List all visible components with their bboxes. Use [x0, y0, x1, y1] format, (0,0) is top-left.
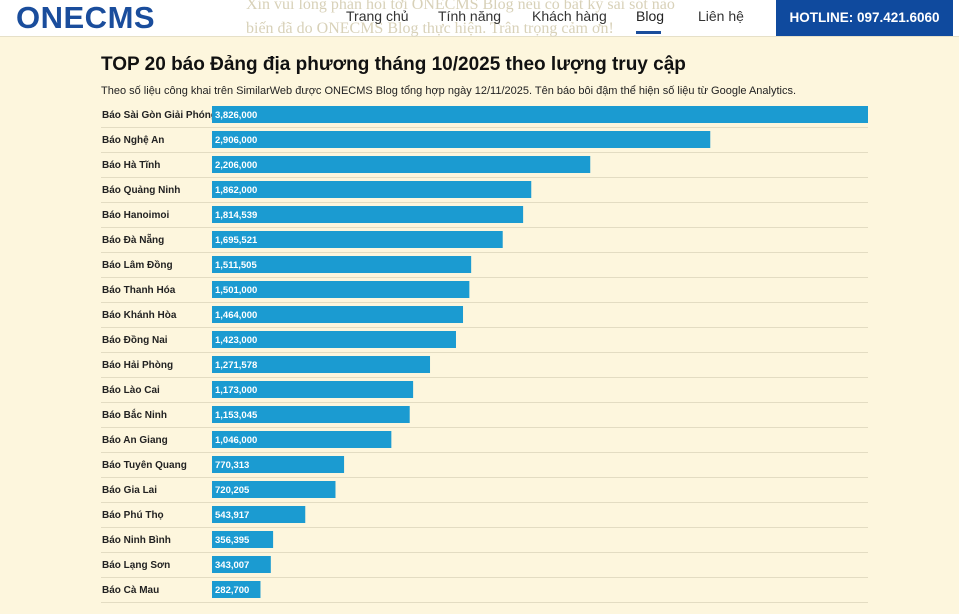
chart-title: TOP 20 báo Đảng địa phương tháng 10/2025… [101, 54, 686, 75]
bar[interactable] [212, 381, 414, 398]
bar[interactable] [212, 406, 410, 423]
value-label: 1,423,000 [215, 335, 257, 346]
category-label: Báo Đồng Nai [102, 334, 168, 346]
category-label: Báo Đà Nẵng [102, 233, 164, 246]
bar[interactable] [212, 331, 456, 348]
bar[interactable] [212, 281, 470, 298]
bar[interactable] [212, 256, 472, 273]
bar[interactable] [212, 456, 345, 473]
value-label: 720,205 [215, 485, 250, 496]
value-label: 282,700 [215, 585, 249, 596]
category-label: Báo An Giang [102, 435, 168, 446]
category-label: Báo Gia Lai [102, 485, 157, 496]
value-label: 1,046,000 [215, 435, 257, 446]
value-label: 343,007 [215, 560, 249, 571]
bar[interactable] [212, 231, 503, 248]
category-label: Báo Sài Gòn Giải Phóng [102, 110, 217, 121]
category-label: Báo Hà Tĩnh [102, 160, 160, 171]
bar[interactable] [212, 506, 306, 523]
value-label: 543,917 [215, 510, 249, 521]
value-label: 1,862,000 [215, 185, 257, 196]
top-navigation-bar: ONECMS Xin vui lòng phản hồi tới ONECMS … [0, 0, 959, 37]
value-label: 1,153,045 [215, 410, 258, 421]
background-article-text-line-2: biến đã do ONECMS Blog thực hiện. Trân t… [246, 20, 614, 37]
bar[interactable] [212, 206, 524, 223]
bar[interactable] [212, 181, 532, 198]
value-label: 3,826,000 [215, 110, 257, 121]
active-nav-indicator [636, 31, 661, 34]
value-label: 1,814,539 [215, 210, 257, 221]
value-label: 2,906,000 [215, 135, 257, 146]
bar[interactable] [212, 431, 392, 448]
category-label: Báo Bắc Ninh [102, 408, 167, 421]
category-label: Báo Quảng Ninh [102, 185, 180, 196]
value-label: 1,271,578 [215, 360, 257, 371]
value-label: 1,173,000 [215, 385, 257, 396]
category-label: Báo Hanoimoi [102, 210, 169, 221]
bar[interactable] [212, 556, 271, 573]
category-label: Báo Lào Cai [102, 385, 160, 396]
category-label: Báo Cà Mau [102, 585, 159, 596]
category-label: Báo Ninh Bình [102, 535, 171, 546]
bar[interactable] [212, 481, 336, 498]
bar[interactable] [212, 531, 274, 548]
nav-item-trang-chu[interactable]: Trang chủ [346, 8, 409, 24]
bar[interactable] [212, 156, 591, 173]
bar[interactable] [212, 356, 431, 373]
bar[interactable] [212, 131, 711, 148]
value-label: 1,511,505 [215, 260, 257, 271]
category-label: Báo Phú Thọ [102, 510, 164, 521]
category-label: Báo Nghệ An [102, 135, 164, 146]
category-label: Báo Lâm Đồng [102, 259, 173, 271]
hotline-button[interactable]: HOTLINE: 097.421.6060 [776, 0, 953, 36]
value-label: 356,395 [215, 535, 250, 546]
value-label: 1,501,000 [215, 285, 257, 296]
nav-item-blog[interactable]: Blog [636, 8, 665, 24]
bar[interactable] [212, 106, 868, 123]
nav-item-lien-he[interactable]: Liên hệ [698, 8, 744, 24]
bar[interactable] [212, 306, 464, 323]
onecms-logo[interactable]: ONECMS [16, 0, 156, 35]
nav-item-tinh-nang[interactable]: Tính năng [438, 8, 502, 24]
value-label: 1,695,521 [215, 235, 258, 246]
category-label: Báo Khánh Hòa [102, 310, 177, 321]
value-label: 1,464,000 [215, 310, 257, 321]
category-label: Báo Lạng Sơn [102, 560, 170, 571]
category-label: Báo Thanh Hóa [102, 285, 176, 296]
value-label: 2,206,000 [215, 160, 257, 171]
category-label: Báo Tuyên Quang [102, 460, 187, 471]
bar[interactable] [212, 581, 261, 598]
value-label: 770,313 [215, 460, 249, 471]
nav-item-khach-hang[interactable]: Khách hàng [532, 8, 607, 24]
category-label: Báo Hải Phòng [102, 360, 173, 371]
background-article-text-line-1: Xin vui lòng phản hồi tới ONECMS Blog nế… [246, 0, 675, 13]
chart-subtitle: Theo số liệu công khai trên SimilarWeb đ… [101, 85, 797, 97]
